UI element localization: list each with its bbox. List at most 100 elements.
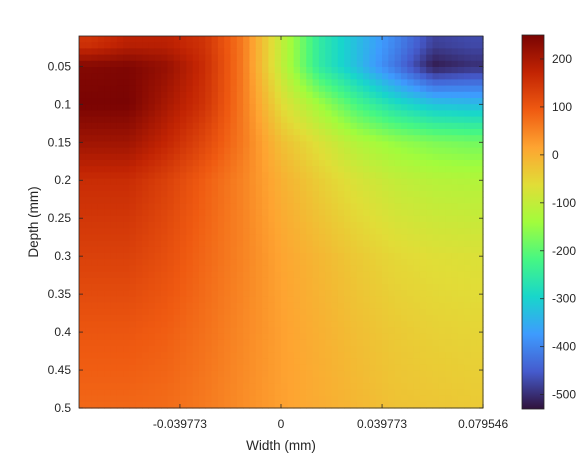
heatmap-cell <box>331 116 339 124</box>
heatmap-cell <box>205 265 213 273</box>
heatmap-cell <box>104 277 112 285</box>
heatmap-cell <box>299 141 307 149</box>
heatmap-cell <box>230 79 238 87</box>
heatmap-cell <box>356 166 364 173</box>
heatmap-cell <box>255 42 263 49</box>
heatmap-cell <box>243 253 251 260</box>
heatmap-cell <box>344 358 352 366</box>
heatmap-cell <box>148 333 156 341</box>
heatmap-cell <box>394 277 402 285</box>
heatmap-cell <box>306 370 314 378</box>
heatmap-cell <box>129 265 137 273</box>
heatmap-cell <box>97 308 105 316</box>
heatmap-cell <box>318 116 326 124</box>
heatmap-cell <box>457 228 465 235</box>
heatmap-cell <box>293 246 301 254</box>
heatmap-cell <box>413 222 421 229</box>
heatmap-cell <box>198 222 206 229</box>
heatmap-cell <box>318 401 326 409</box>
heatmap-cell <box>123 73 131 80</box>
heatmap-cell <box>413 160 421 167</box>
heatmap-cell <box>217 346 225 353</box>
heatmap-cell <box>230 333 238 341</box>
heatmap-cell <box>123 234 131 242</box>
heatmap-cell <box>224 383 232 390</box>
heatmap-cell <box>211 67 219 74</box>
heatmap-cell <box>382 54 389 62</box>
heatmap-cell <box>369 333 377 341</box>
y-tick-label: 0.45 <box>48 363 72 377</box>
heatmap-cell <box>243 54 251 62</box>
heatmap-cell <box>375 54 383 62</box>
heatmap-cell <box>129 54 137 62</box>
heatmap-cell <box>217 110 225 118</box>
heatmap-cell <box>457 222 465 229</box>
heatmap-cell <box>217 141 225 149</box>
heatmap-cell <box>243 333 251 341</box>
heatmap-cell <box>476 110 484 118</box>
heatmap-cell <box>457 395 465 403</box>
heatmap-cell <box>148 129 156 136</box>
heatmap-cell <box>154 184 162 192</box>
heatmap-cell <box>217 191 225 198</box>
heatmap-cell <box>274 339 282 347</box>
heatmap-cell <box>350 184 358 192</box>
heatmap-cell <box>287 160 295 167</box>
heatmap-cell <box>129 178 137 186</box>
heatmap-cell <box>451 246 459 254</box>
heatmap-cell <box>142 60 150 68</box>
heatmap-cell <box>104 209 112 217</box>
heatmap-cell <box>135 184 143 192</box>
heatmap-cell <box>476 358 484 366</box>
heatmap-cell <box>318 259 326 266</box>
heatmap-cell <box>116 302 124 310</box>
heatmap-cell <box>142 339 150 347</box>
heatmap-cell <box>236 321 244 328</box>
heatmap-cell <box>325 197 333 204</box>
heatmap-cell <box>337 327 345 335</box>
heatmap-cell <box>318 284 326 291</box>
heatmap-cell <box>281 42 288 49</box>
heatmap-cell <box>135 160 143 167</box>
heatmap-cell <box>198 401 206 409</box>
heatmap-cell <box>129 389 137 397</box>
heatmap-cell <box>299 42 307 49</box>
heatmap-cell <box>224 315 232 322</box>
heatmap-cell <box>356 234 364 242</box>
heatmap-cell <box>356 129 364 136</box>
heatmap-cell <box>363 284 370 291</box>
heatmap-cell <box>186 364 194 372</box>
heatmap-cell <box>312 271 320 279</box>
heatmap-cell <box>325 321 333 328</box>
heatmap-cell <box>451 383 459 390</box>
heatmap-cell <box>432 265 440 273</box>
heatmap-cell <box>325 234 333 242</box>
heatmap-cell <box>476 73 484 80</box>
heatmap-cell <box>243 91 251 99</box>
heatmap-cell <box>388 234 396 242</box>
heatmap-cell <box>306 327 314 335</box>
heatmap-cell <box>167 315 175 322</box>
heatmap-cell <box>419 277 427 285</box>
heatmap-cell <box>243 315 251 322</box>
heatmap-cell <box>325 240 333 248</box>
heatmap-cell <box>198 315 206 322</box>
heatmap-cell <box>369 122 377 130</box>
heatmap-cell <box>426 104 434 111</box>
heatmap-cell <box>135 259 143 266</box>
heatmap-cell <box>312 48 320 56</box>
y-tick-label: 0.3 <box>54 249 71 263</box>
heatmap-cell <box>274 160 282 167</box>
heatmap-cell <box>243 160 251 167</box>
heatmap-cell <box>438 352 446 359</box>
heatmap-cell <box>154 129 162 136</box>
heatmap-cell <box>79 153 86 161</box>
heatmap-cell <box>79 85 86 93</box>
heatmap-cell <box>369 79 377 87</box>
heatmap-cell <box>274 321 282 328</box>
heatmap-cell <box>394 60 402 68</box>
heatmap-cell <box>173 377 181 384</box>
heatmap-cell <box>375 135 383 142</box>
heatmap-cell <box>180 377 187 384</box>
